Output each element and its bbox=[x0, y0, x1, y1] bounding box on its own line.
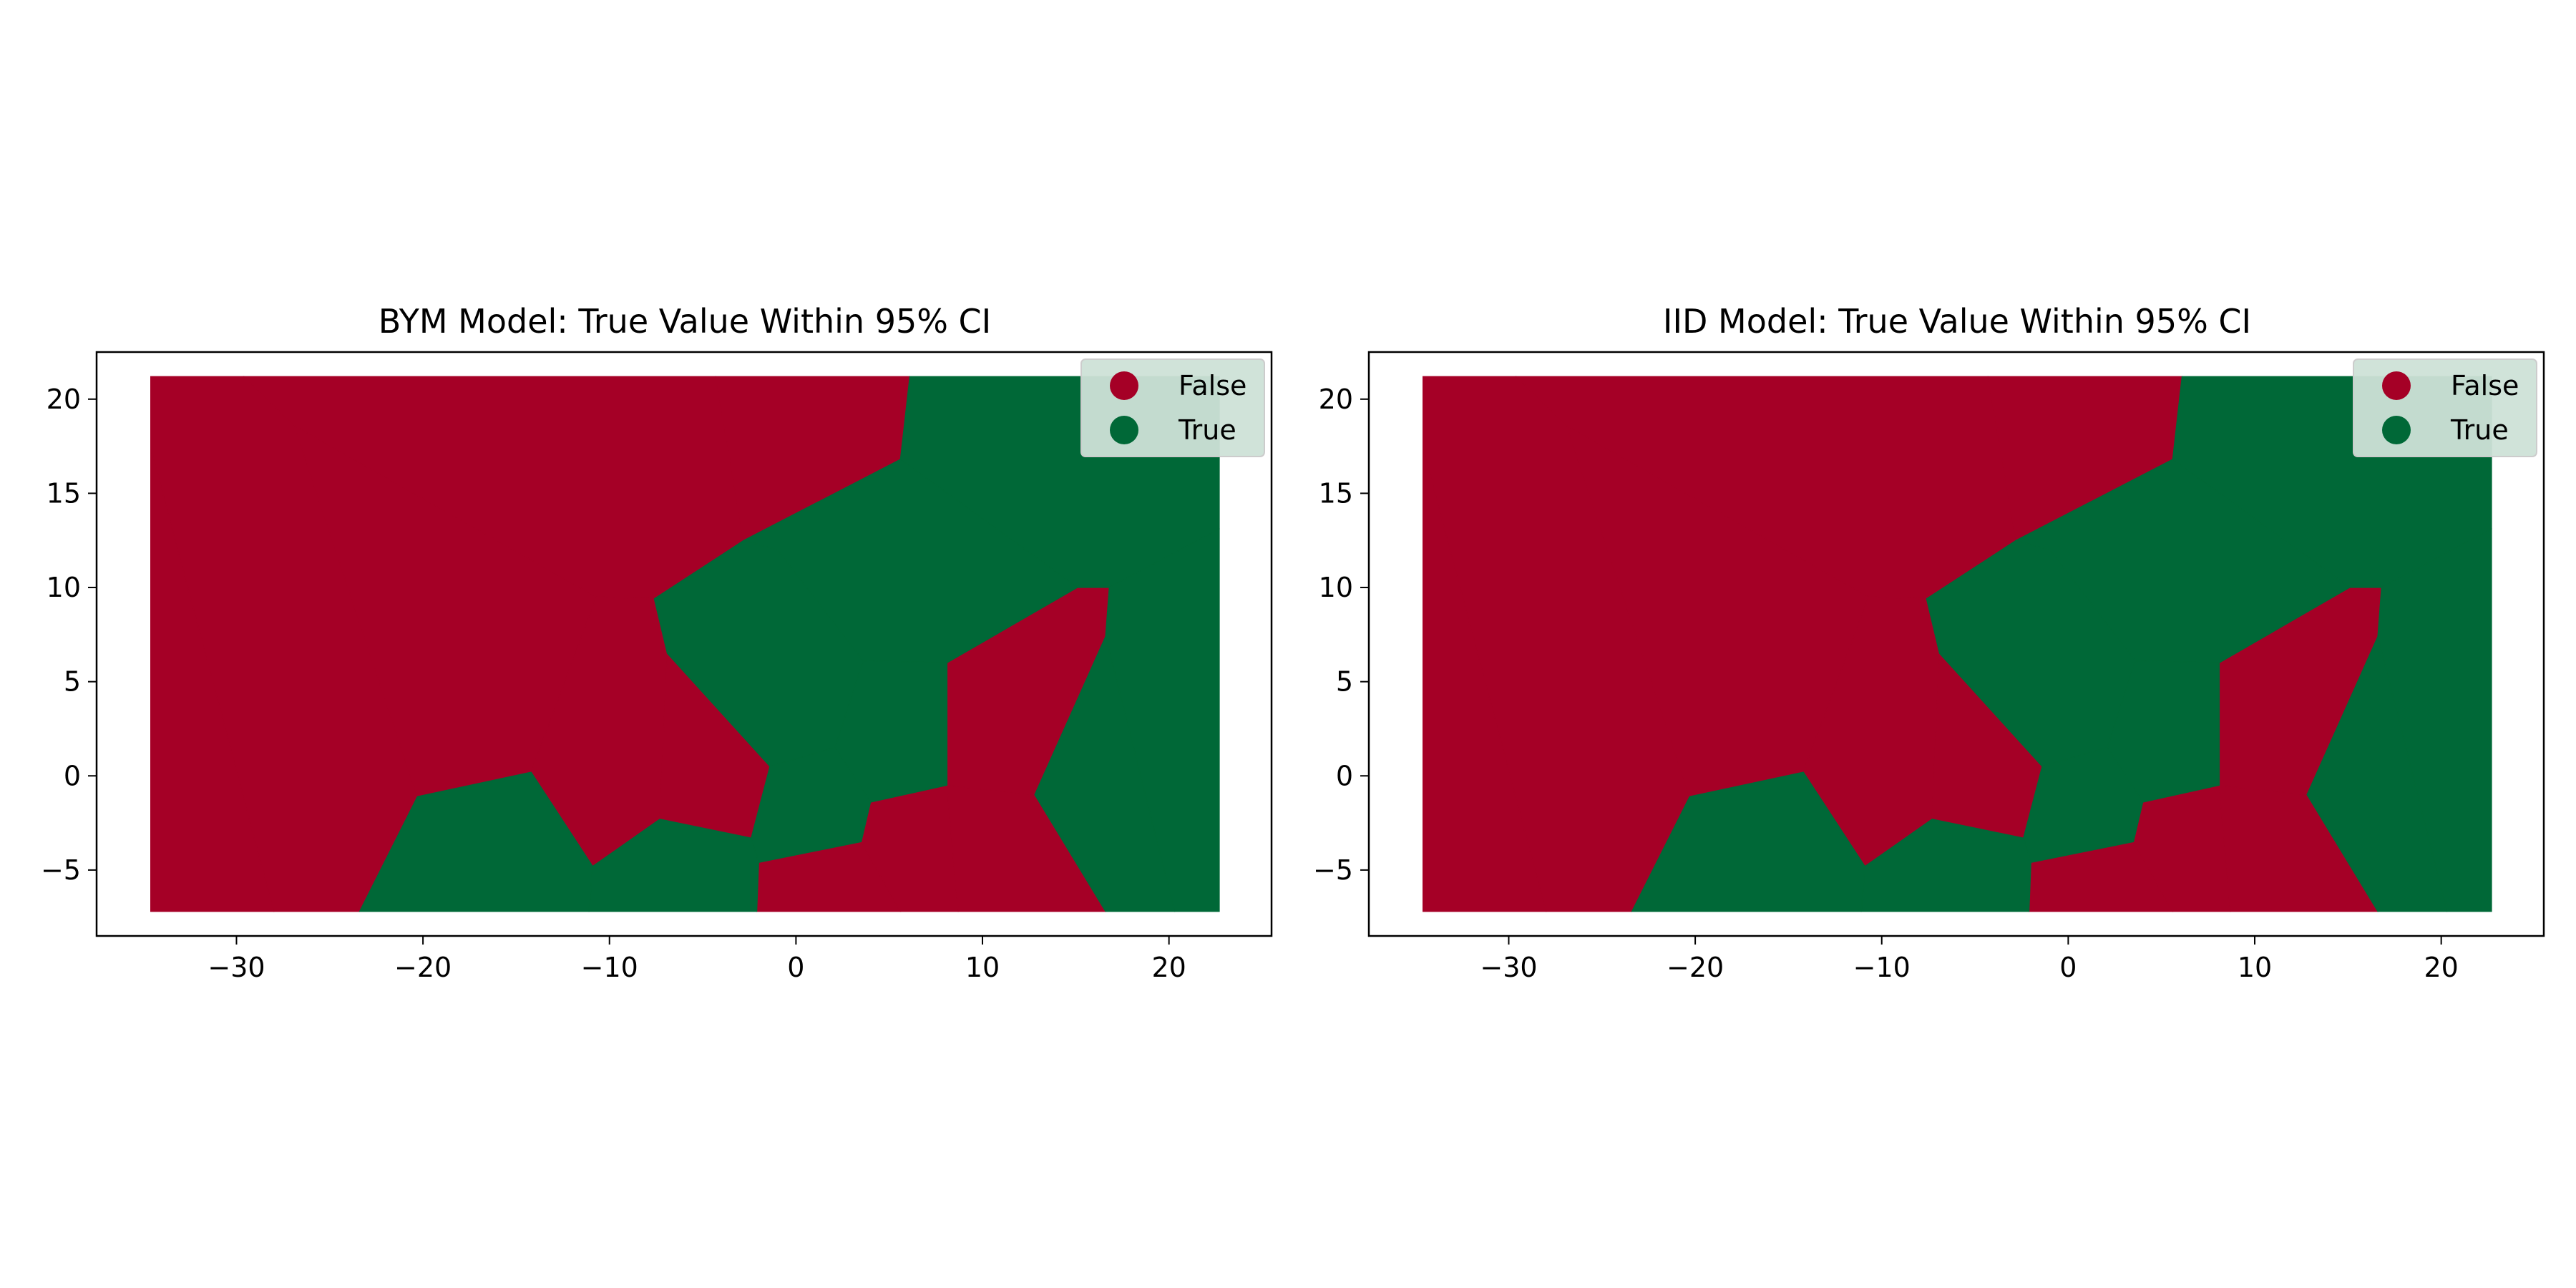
iid-xtick-label: −20 bbox=[1667, 952, 1724, 983]
bym-legend: False True bbox=[1080, 358, 1265, 457]
bym-region-19 bbox=[1034, 635, 1176, 912]
iid-legend-label-true: True bbox=[2450, 414, 2509, 446]
iid-ytick-label: 10 bbox=[1319, 572, 1353, 603]
bym-legend-label-false: False bbox=[1179, 370, 1246, 401]
bym-xtick-label: −30 bbox=[208, 952, 265, 983]
bym-legend-marker-false bbox=[1110, 371, 1138, 400]
iid-ytick-label: −5 bbox=[1313, 854, 1353, 886]
bym-panel-title: BYM Model: True Value Within 95% CI bbox=[379, 302, 992, 341]
bym-xtick-label: 0 bbox=[787, 952, 804, 983]
iid-region-14 bbox=[2107, 660, 2220, 803]
bym-xtick-label: −20 bbox=[394, 952, 452, 983]
iid-panel-title: IID Model: True Value Within 95% CI bbox=[1663, 302, 2251, 341]
iid-xtick-label: −30 bbox=[1480, 952, 1537, 983]
bym-ytick-label: 0 bbox=[64, 760, 81, 791]
iid-legend-marker-true bbox=[2382, 416, 2411, 444]
bym-ytick-label: 5 bbox=[64, 666, 81, 698]
iid-legend: False True bbox=[2353, 358, 2537, 457]
iid-panel: IID Model: True Value Within 95% CI −30 −… bbox=[1313, 302, 2545, 983]
iid-ytick-label: 5 bbox=[1336, 666, 1353, 698]
bym-ytick-label: 20 bbox=[47, 384, 81, 415]
iid-xtick-label: 20 bbox=[2424, 952, 2458, 983]
iid-region-17 bbox=[1631, 771, 1865, 912]
iid-region-1 bbox=[1422, 448, 1547, 912]
bym-legend-label-true: True bbox=[1178, 414, 1236, 446]
bym-legend-marker-true bbox=[1110, 416, 1138, 444]
iid-region-18 bbox=[2377, 528, 2492, 912]
iid-xtick-label: 0 bbox=[2059, 952, 2077, 983]
bym-xtick-label: 10 bbox=[965, 952, 1000, 983]
bym-region-17 bbox=[358, 771, 593, 912]
iid-legend-label-false: False bbox=[2451, 370, 2519, 401]
bym-xtick-label: 20 bbox=[1151, 952, 1186, 983]
iid-ytick-label: 0 bbox=[1336, 760, 1353, 791]
bym-panel: BYM Model: True Value Within 95% CI −30 −… bbox=[41, 302, 1273, 983]
bym-ytick-label: 10 bbox=[47, 572, 81, 603]
bym-axes-frame bbox=[95, 351, 1273, 937]
bym-region-18 bbox=[1105, 528, 1220, 912]
iid-axes-frame bbox=[1367, 351, 2545, 937]
iid-ytick-label: 15 bbox=[1319, 477, 1353, 509]
bym-ytick-label: 15 bbox=[47, 477, 81, 509]
iid-legend-marker-false bbox=[2382, 371, 2411, 400]
iid-xtick-label: −10 bbox=[1853, 952, 1911, 983]
bym-ytick-label: −5 bbox=[41, 854, 81, 886]
iid-region-19 bbox=[2306, 635, 2448, 912]
iid-xtick-label: 10 bbox=[2238, 952, 2272, 983]
bym-xtick-label: −10 bbox=[581, 952, 638, 983]
iid-ytick-label: 20 bbox=[1319, 384, 1353, 415]
bym-region-1 bbox=[150, 448, 275, 912]
bym-region-14 bbox=[834, 660, 948, 803]
